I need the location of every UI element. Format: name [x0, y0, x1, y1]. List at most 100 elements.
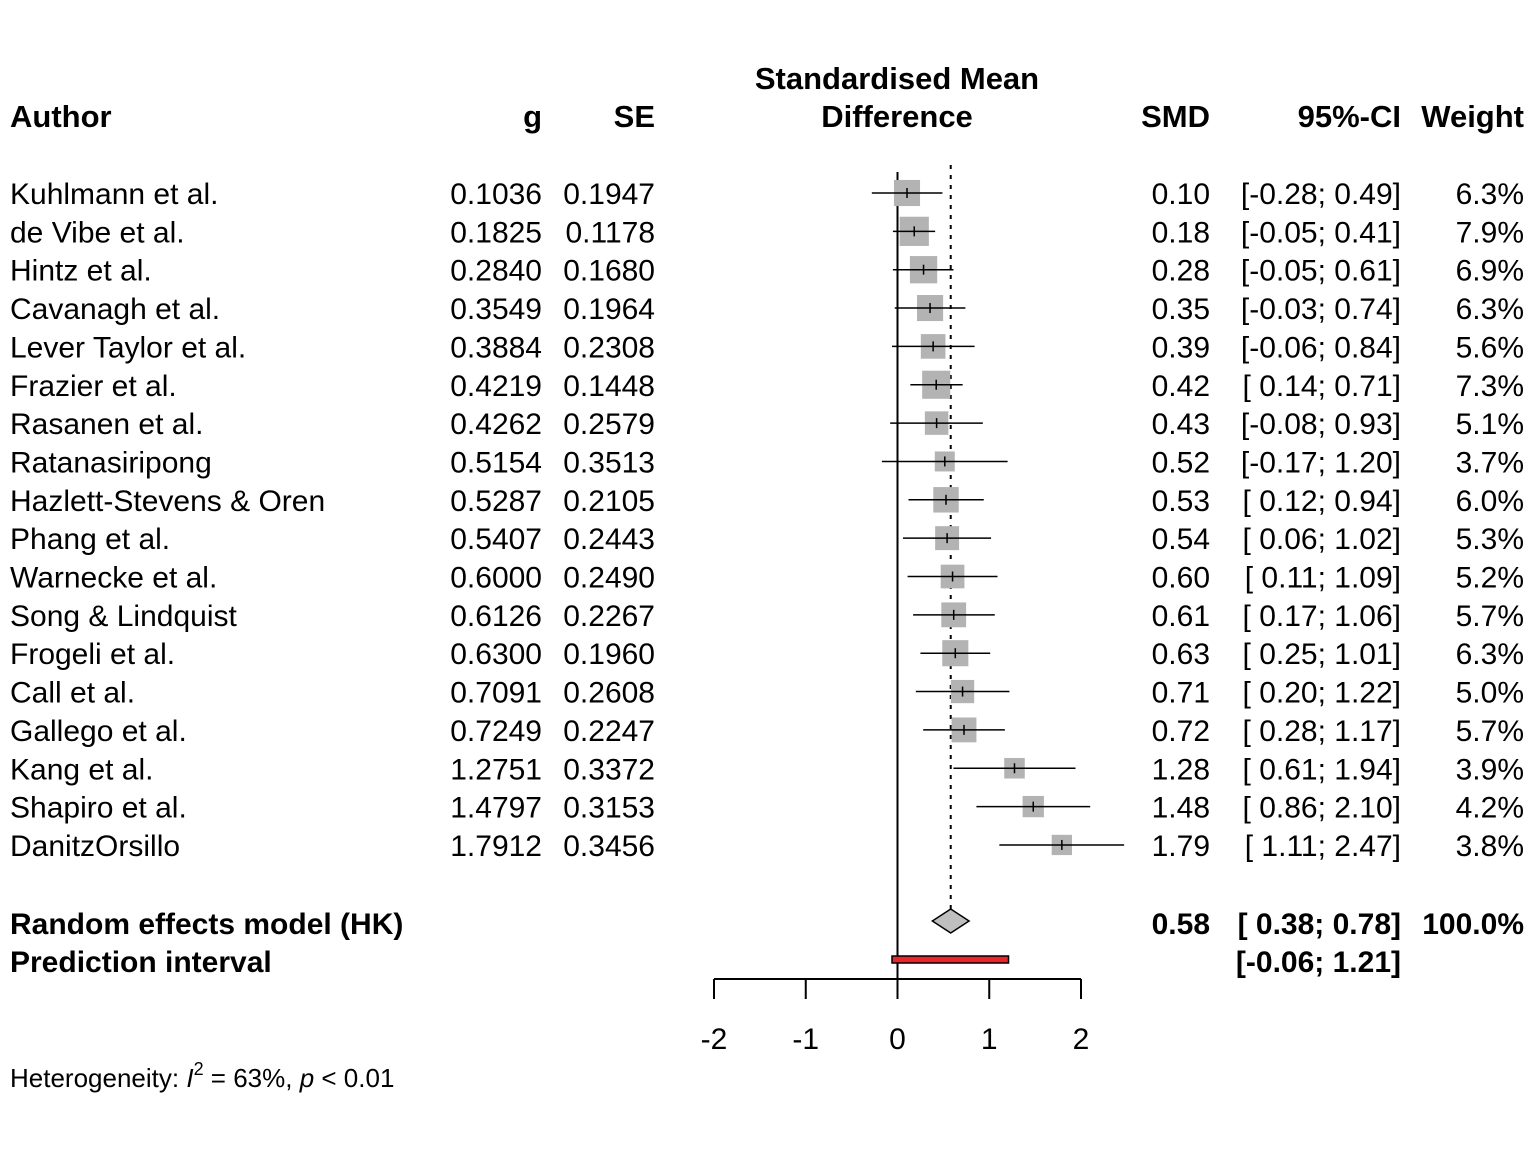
study-author: Rasanen et al.	[10, 408, 203, 441]
study-ci: [ 1.11; 2.47]	[1245, 830, 1401, 863]
study-row: Phang et al. 0.5407 0.2443 0.54 [ 0.06; 1.02…	[10, 523, 1524, 556]
study-row: Lever Taylor et al. 0.3884 0.2308 0.39 [-0.0…	[10, 331, 1524, 364]
study-rows: Kuhlmann et al. 0.1036 0.1947 0.10 [-0.28; 0…	[10, 178, 1524, 863]
study-smd: 1.79	[1152, 830, 1210, 863]
study-g: 0.4262	[450, 408, 542, 441]
heterogeneity-text: Heterogeneity: I2 = 63%, p < 0.01	[10, 1059, 394, 1093]
study-author: Warnecke et al.	[10, 562, 217, 595]
prediction-label: Prediction interval	[10, 946, 272, 979]
study-row: Frazier et al. 0.4219 0.1448 0.42 [ 0.14; 0.…	[10, 370, 1524, 403]
study-row: Song & Lindquist 0.6126 0.2267 0.61 [ 0.17; …	[10, 600, 1524, 633]
x-tick-label: -2	[701, 1023, 728, 1056]
study-ci: [ 0.17; 1.06]	[1243, 600, 1401, 633]
study-weight: 6.3%	[1456, 638, 1524, 671]
study-smd: 0.60	[1152, 562, 1210, 595]
header-ci: 95%-CI	[1298, 99, 1401, 134]
header-weight: Weight	[1421, 99, 1524, 134]
study-author: Call et al.	[10, 677, 135, 710]
study-weight: 5.7%	[1456, 600, 1524, 633]
study-se: 0.2105	[563, 485, 655, 518]
study-author: Lever Taylor et al.	[10, 331, 246, 364]
study-row: Rasanen et al. 0.4262 0.2579 0.43 [-0.08; 0.…	[10, 408, 1524, 441]
x-axis: -2 -1 0 1 2	[701, 978, 1089, 1056]
study-row: Frogeli et al. 0.6300 0.1960 0.63 [ 0.25; 1.…	[10, 638, 1524, 671]
study-author: Shapiro et al.	[10, 792, 187, 825]
study-smd: 0.43	[1152, 408, 1210, 441]
study-row: Gallego et al. 0.7249 0.2247 0.72 [ 0.28; 1.…	[10, 715, 1524, 748]
study-row: Warnecke et al. 0.6000 0.2490 0.60 [ 0.11; 1…	[10, 562, 1524, 595]
study-se: 0.2490	[563, 562, 655, 595]
study-se: 0.2443	[563, 523, 655, 556]
study-author: DanitzOrsillo	[10, 830, 180, 863]
header-plot-title-line2: Difference	[821, 99, 973, 134]
study-weight: 6.0%	[1456, 485, 1524, 518]
study-ci: [-0.17; 1.20]	[1241, 446, 1401, 479]
study-g: 0.6300	[450, 638, 542, 671]
study-row: Kang et al. 1.2751 0.3372 1.28 [ 0.61; 1.94]…	[10, 753, 1524, 786]
study-g: 0.5407	[450, 523, 542, 556]
study-se: 0.2308	[563, 331, 655, 364]
pooled-diamond	[930, 908, 971, 934]
study-g: 0.7091	[450, 677, 542, 710]
study-ci: [ 0.20; 1.22]	[1243, 677, 1401, 710]
study-ci: [ 0.28; 1.17]	[1243, 715, 1401, 748]
study-smd: 0.54	[1152, 523, 1210, 556]
study-g: 0.1825	[450, 216, 542, 249]
x-tick-label: 0	[889, 1023, 906, 1056]
prediction-interval-bar	[891, 955, 1010, 964]
header-g: g	[523, 99, 542, 134]
study-g: 1.4797	[450, 792, 542, 825]
study-g: 0.7249	[450, 715, 542, 748]
study-author: Song & Lindquist	[10, 600, 237, 633]
study-se: 0.2247	[563, 715, 655, 748]
study-row: Hazlett-Stevens & Oren 0.5287 0.2105 0.53 [ …	[10, 485, 1524, 518]
study-weight: 3.9%	[1456, 753, 1524, 786]
study-smd: 1.28	[1152, 753, 1210, 786]
study-weight: 5.1%	[1456, 408, 1524, 441]
study-g: 0.2840	[450, 255, 542, 288]
pooled-smd: 0.58	[1152, 908, 1210, 941]
study-author: Kang et al.	[10, 753, 153, 786]
study-smd: 0.71	[1152, 677, 1210, 710]
study-ci: [ 0.25; 1.01]	[1243, 638, 1401, 671]
study-se: 0.1680	[563, 255, 655, 288]
study-weight: 5.3%	[1456, 523, 1524, 556]
study-smd: 0.18	[1152, 216, 1210, 249]
study-ci: [ 0.12; 0.94]	[1243, 485, 1401, 518]
header-smd: SMD	[1141, 99, 1210, 134]
study-g: 0.4219	[450, 370, 542, 403]
study-g: 0.6000	[450, 562, 542, 595]
study-se: 0.1448	[563, 370, 655, 403]
study-g: 0.6126	[450, 600, 542, 633]
study-se: 0.2579	[563, 408, 655, 441]
study-row: Kuhlmann et al. 0.1036 0.1947 0.10 [-0.28; 0…	[10, 178, 1524, 211]
study-se: 0.3372	[563, 753, 655, 786]
study-ci: [-0.05; 0.61]	[1241, 255, 1401, 288]
study-se: 0.3513	[563, 446, 655, 479]
study-se: 0.1178	[565, 216, 655, 249]
study-weight: 6.3%	[1456, 293, 1524, 326]
study-se: 0.2267	[563, 600, 655, 633]
study-author: Gallego et al.	[10, 715, 187, 748]
study-author: Kuhlmann et al.	[10, 178, 218, 211]
study-ci: [-0.03; 0.74]	[1241, 293, 1401, 326]
study-weight: 4.2%	[1456, 792, 1524, 825]
study-author: Frazier et al.	[10, 370, 177, 403]
study-author: de Vibe et al.	[10, 216, 185, 249]
study-weight: 5.2%	[1456, 562, 1524, 595]
study-smd: 0.10	[1152, 178, 1210, 211]
x-tick-label: -1	[792, 1023, 819, 1056]
study-author: Ratanasiripong	[10, 446, 212, 479]
pooled-label: Random effects model (HK)	[10, 908, 403, 941]
study-author: Hintz et al.	[10, 255, 152, 288]
study-ci: [ 0.61; 1.94]	[1243, 753, 1401, 786]
study-row: Hintz et al. 0.2840 0.1680 0.28 [-0.05; 0.61…	[10, 255, 1524, 288]
study-smd: 0.72	[1152, 715, 1210, 748]
study-g: 0.5154	[450, 446, 542, 479]
study-ci: [-0.05; 0.41]	[1241, 216, 1401, 249]
study-g: 1.2751	[450, 753, 542, 786]
study-smd: 0.39	[1152, 331, 1210, 364]
study-g: 0.3884	[450, 331, 542, 364]
study-se: 0.1964	[563, 293, 655, 326]
